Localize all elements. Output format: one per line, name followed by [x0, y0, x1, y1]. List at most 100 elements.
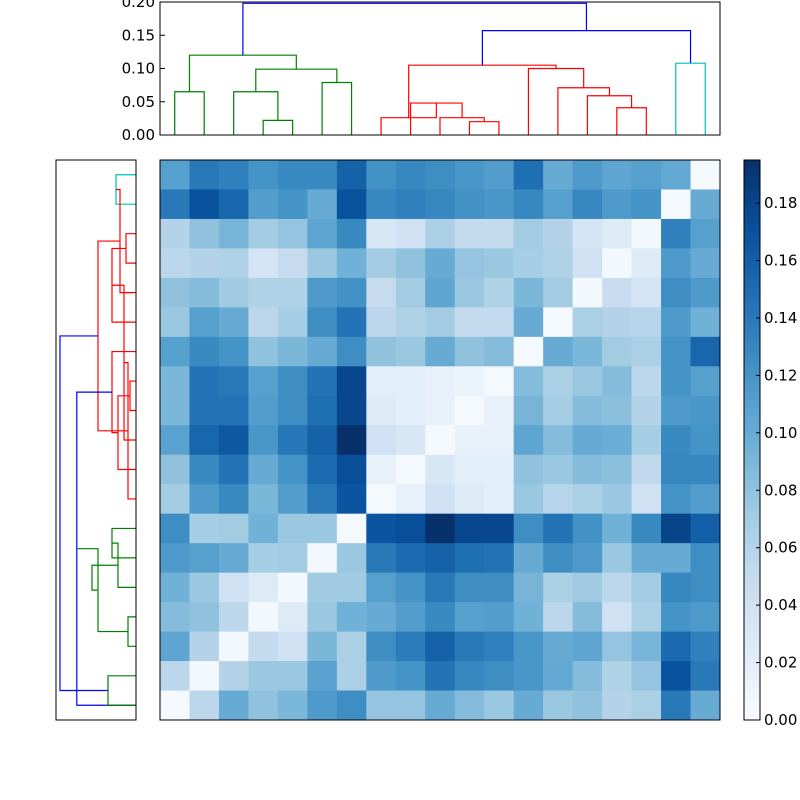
heatmap-cell-r8-c9	[425, 395, 456, 426]
heatmap-cell-r12-c14	[572, 513, 603, 544]
colorbar-tick-label: 0.18	[764, 194, 797, 212]
heatmap-cell-r8-c7	[366, 395, 397, 426]
heatmap-cell-r9-c12	[513, 425, 544, 456]
heatmap-cell-r17-c8	[395, 661, 426, 692]
heatmap-cell-r0-c1	[189, 160, 220, 190]
heatmap-cell-r6-c3	[248, 336, 279, 367]
heatmap-cell-r9-c2	[218, 425, 249, 456]
heatmap-cell-r16-c17	[661, 631, 692, 662]
heatmap-cell-r12-c10	[454, 513, 485, 544]
heatmap-cell-r8-c16	[631, 395, 662, 426]
heatmap-cell-r3-c4	[277, 248, 308, 279]
heatmap-cell-r9-c6	[336, 425, 367, 456]
heatmap-cell-r14-c6	[336, 572, 367, 603]
heatmap-cell-r7-c13	[543, 366, 574, 397]
heatmap-cell-r5-c3	[248, 307, 279, 338]
heatmap-cell-r5-c18	[690, 307, 721, 338]
heatmap-cell-r8-c1	[189, 395, 220, 426]
heatmap-cell-r12-c6	[336, 513, 367, 544]
heatmap-cell-r4-c16	[631, 277, 662, 308]
heatmap-cell-r14-c13	[543, 572, 574, 603]
heatmap-cell-r8-c8	[395, 395, 426, 426]
heatmap-cell-r18-c6	[336, 690, 367, 721]
heatmap-cell-r5-c2	[218, 307, 249, 338]
heatmap-cell-r4-c4	[277, 277, 308, 308]
heatmap-cell-r3-c14	[572, 248, 603, 279]
colorbar: 0.00 0.02 0.04 0.06 0.08 0.10 0.12 0.14 0.16 0.18	[743, 159, 797, 729]
heatmap-cell-r5-c8	[395, 307, 426, 338]
top-dendrogram-ytick-label: 0.20	[122, 0, 155, 11]
heatmap-cell-r3-c11	[484, 248, 515, 279]
heatmap-cell-r3-c12	[513, 248, 544, 279]
heatmap-cell-r14-c8	[395, 572, 426, 603]
heatmap-cell-r14-c2	[218, 572, 249, 603]
heatmap-cell-r13-c14	[572, 543, 603, 574]
heatmap-cell-r15-c7	[366, 602, 397, 633]
heatmap-cell-r18-c5	[307, 690, 338, 721]
left-dendrogram-link-6	[117, 395, 136, 471]
heatmap-cell-r13-c1	[189, 543, 220, 574]
heatmap-cell-r13-c2	[218, 543, 249, 574]
heatmap-cell-r14-c7	[366, 572, 397, 603]
heatmap-cell-r8-c12	[513, 395, 544, 426]
heatmap-cell-r17-c3	[248, 661, 279, 692]
heatmap-cell-r10-c3	[248, 454, 279, 485]
heatmap-cell-r4-c10	[454, 277, 485, 308]
heatmap-cell-r9-c8	[395, 425, 426, 456]
heatmap-cell-r17-c10	[454, 661, 485, 692]
top-dendrogram-link-10	[616, 107, 647, 135]
heatmap-cell-r8-c14	[572, 395, 603, 426]
heatmap-cell-r2-c8	[395, 218, 426, 249]
heatmap-cell-r11-c9	[425, 484, 456, 515]
heatmap-cell-r17-c13	[543, 661, 574, 692]
heatmap-cell-r18-c12	[513, 690, 544, 721]
heatmap-cell-r18-c1	[189, 690, 220, 721]
heatmap-cell-r12-c5	[307, 513, 338, 544]
top-dendrogram-link-14	[408, 64, 557, 118]
heatmap-cell-r15-c1	[189, 602, 220, 633]
heatmap-cell-r0-c9	[425, 160, 456, 190]
heatmap-cell-r8-c0	[160, 395, 190, 426]
heatmap-cell-r0-c7	[366, 160, 397, 190]
heatmap-cell-r7-c12	[513, 366, 544, 397]
heatmap-cell-r16-c9	[425, 631, 456, 662]
colorbar-tick-label: 0.16	[764, 252, 797, 270]
heatmap-cell-r6-c14	[572, 336, 603, 367]
heatmap-cell-r15-c5	[307, 602, 338, 633]
heatmap-cell-r6-c10	[454, 336, 485, 367]
top-dendrogram-link-11	[586, 95, 633, 135]
heatmap-cell-r6-c6	[336, 336, 367, 367]
top-dendrogram-link-12	[557, 87, 611, 135]
heatmap-cell-r1-c16	[631, 189, 662, 220]
heatmap-cell-r0-c4	[277, 160, 308, 190]
heatmap-cell-r7-c2	[218, 366, 249, 397]
heatmap-cell-r18-c15	[602, 690, 633, 721]
heatmap-cell-r12-c17	[661, 513, 692, 544]
heatmap-cell-r2-c15	[602, 218, 633, 249]
heatmap-cell-r14-c12	[513, 572, 544, 603]
heatmap-cell-r6-c18	[690, 336, 721, 367]
heatmap-cell-r6-c7	[366, 336, 397, 367]
heatmap-cell-r3-c18	[690, 248, 721, 279]
heatmap-cell-r15-c14	[572, 602, 603, 633]
heatmap-cell-r10-c9	[425, 454, 456, 485]
heatmap-cell-r10-c11	[484, 454, 515, 485]
heatmap-cell-r6-c2	[218, 336, 249, 367]
heatmap-cell-r1-c13	[543, 189, 574, 220]
heatmap-cell-r4-c0	[160, 277, 190, 308]
heatmap-cell-r16-c6	[336, 631, 367, 662]
heatmap-cell-r10-c6	[336, 454, 367, 485]
colorbar-gradient	[743, 159, 761, 721]
heatmap-cell-r13-c13	[543, 543, 574, 574]
heatmap-cell-r3-c15	[602, 248, 633, 279]
heatmap-cell-r13-c5	[307, 543, 338, 574]
top-dendrogram-link-5	[188, 54, 297, 92]
heatmap-cell-r2-c11	[484, 218, 515, 249]
heatmap-cell-r4-c8	[395, 277, 426, 308]
heatmap-cell-r16-c3	[248, 631, 279, 662]
heatmap-cell-r1-c15	[602, 189, 633, 220]
heatmap-cell-r9-c17	[661, 425, 692, 456]
heatmap-cell-r1-c8	[395, 189, 426, 220]
heatmap-cell-r12-c13	[543, 513, 574, 544]
